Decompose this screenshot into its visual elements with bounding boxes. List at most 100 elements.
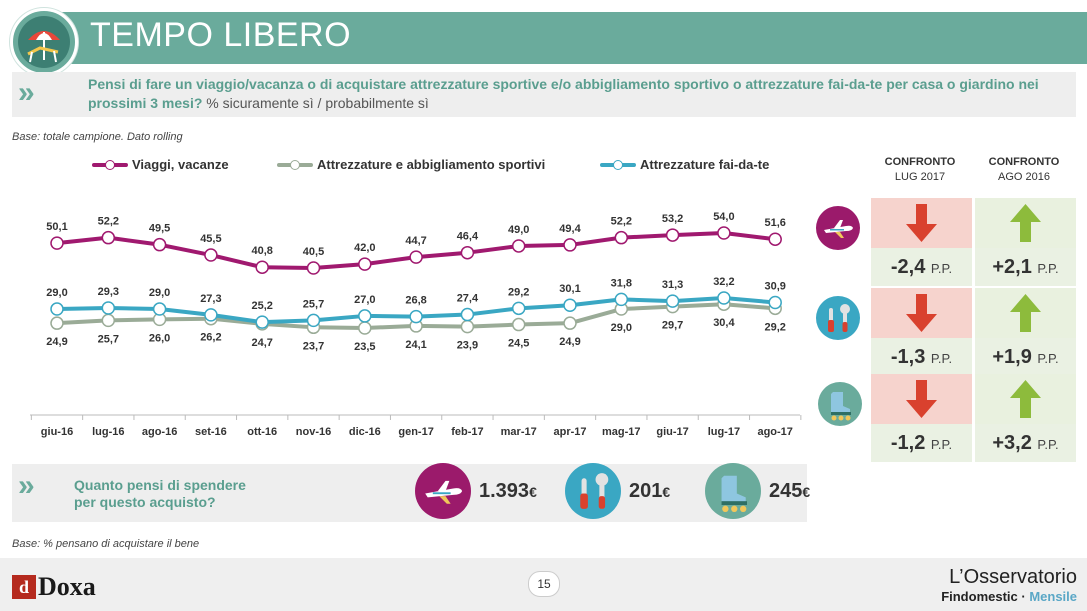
data-point-1	[101, 313, 116, 328]
legend-sport-label: Attrezzature e abbigliamento sportivi	[317, 157, 546, 172]
delta-vs-lug-value: -1,3	[890, 346, 926, 368]
data-point-2	[409, 309, 423, 324]
arrow-up-icon	[1010, 380, 1041, 418]
data-point-0	[665, 228, 680, 242]
legend-faidate: Attrezzature fai-da-te	[600, 157, 769, 172]
data-point-0	[101, 230, 116, 245]
doxa-mark-icon: d	[12, 575, 36, 599]
data-point-0	[768, 232, 782, 246]
spend-value: 201€	[629, 480, 670, 503]
airplane-icon	[816, 206, 860, 250]
data-point-2	[511, 301, 526, 316]
data-point-0	[358, 257, 372, 271]
data-label-1: 30,4	[713, 317, 735, 329]
currency-symbol: €	[802, 484, 811, 500]
question-text: Pensi di fare un viaggio/vacanza o di ac…	[88, 75, 1048, 113]
data-label-2: 25,2	[251, 300, 272, 312]
data-label-2: 31,8	[611, 277, 632, 289]
data-label-0: 51,6	[764, 217, 785, 229]
data-label-0: 52,2	[98, 216, 119, 228]
x-tick-label: lug-16	[92, 426, 124, 438]
data-point-2	[204, 308, 218, 322]
spend-amount: 245	[769, 480, 803, 502]
data-label-2: 27,4	[457, 293, 479, 305]
arrow-down-icon	[906, 380, 937, 418]
base-note-bottom: Base: % pensano di acquistare il bene	[12, 538, 200, 550]
trend-down-cell	[871, 288, 972, 338]
data-label-1: 23,5	[354, 341, 375, 353]
data-label-1: 23,7	[303, 340, 324, 352]
pp-unit: P.P.	[1037, 437, 1059, 452]
doxa-logo: d Doxa	[12, 572, 96, 602]
data-label-0: 42,0	[354, 242, 375, 254]
data-label-2: 30,9	[764, 280, 785, 292]
data-point-0	[614, 230, 629, 245]
data-label-0: 40,5	[303, 246, 324, 258]
spend-question-l1: Quanto pensi di spendere	[74, 477, 246, 493]
spend-amount: 1.393	[479, 480, 530, 502]
data-point-0	[152, 237, 167, 252]
data-point-1	[50, 316, 64, 330]
title-bar	[60, 12, 1087, 64]
trend-down-cell	[871, 198, 972, 248]
data-label-1: 29,7	[662, 320, 683, 332]
arrow-up-icon	[1010, 294, 1041, 332]
tools-icon	[565, 463, 621, 519]
compare-head-lug: CONFRONTO LUG 2017	[872, 155, 968, 185]
delta-vs-lug-value: -2,4	[890, 256, 926, 278]
data-label-2: 29,0	[46, 287, 67, 299]
data-point-2	[358, 309, 372, 323]
delta-vs-ago: +1,9 P.P.	[975, 338, 1076, 376]
pp-unit: P.P.	[930, 261, 953, 276]
data-point-0	[255, 260, 269, 274]
osservatorio-line2a: Findomestic ·	[941, 589, 1030, 604]
data-point-2	[614, 292, 629, 307]
data-label-2: 29,0	[149, 287, 170, 299]
data-label-1: 24,9	[559, 336, 580, 348]
data-point-0	[50, 236, 64, 250]
x-tick-label: mar-17	[501, 426, 537, 438]
data-label-0: 44,7	[405, 235, 426, 247]
data-label-2: 29,2	[508, 286, 529, 298]
delta-vs-ago: +2,1 P.P.	[975, 248, 1076, 286]
legend-viaggi: Viaggi, vacanze	[92, 157, 229, 172]
x-tick-label: giu-16	[41, 426, 73, 438]
data-point-2	[306, 313, 321, 328]
data-label-1: 23,9	[457, 340, 478, 352]
x-tick-label: set-16	[195, 426, 227, 438]
base-note-top: Base: totale campione. Dato rolling	[12, 131, 183, 143]
line-chart: giu-16 lug-16 ago-16 set-16 ott-16 nov-16 dic-…	[30, 211, 802, 438]
data-label-1: 29,2	[764, 321, 785, 333]
question-bold: Pensi di fare un viaggio/vacanza o di ac…	[88, 76, 1039, 111]
data-point-1	[460, 319, 475, 334]
data-point-2	[50, 302, 64, 316]
osservatorio-line1: L’Osservatorio	[949, 566, 1077, 588]
data-point-2	[768, 295, 782, 310]
currency-symbol: €	[529, 484, 537, 500]
x-tick-label: apr-17	[553, 426, 586, 438]
skates-icon	[818, 382, 862, 426]
x-tick-label: feb-17	[451, 426, 483, 438]
data-label-0: 46,4	[457, 231, 479, 243]
skates-icon	[705, 463, 761, 519]
data-label-1: 24,9	[46, 336, 67, 348]
data-point-1	[563, 316, 577, 330]
data-label-0: 40,8	[251, 245, 272, 257]
data-point-0	[563, 238, 577, 252]
x-tick-label: dic-16	[349, 426, 381, 438]
compare-head-ago-l2: AGO 2016	[998, 171, 1050, 183]
data-label-2: 26,8	[405, 295, 426, 307]
data-point-2	[101, 301, 116, 315]
airplane-icon	[415, 463, 471, 519]
data-point-0	[306, 261, 321, 275]
data-label-2: 27,3	[200, 293, 221, 305]
x-tick-label: nov-16	[296, 426, 331, 438]
spend-value: 245€	[769, 480, 810, 503]
delta-vs-lug: -1,2 P.P.	[871, 424, 972, 462]
data-label-2: 32,2	[713, 276, 734, 288]
data-point-0	[204, 248, 218, 262]
osservatorio-line2b: Mensile	[1029, 589, 1077, 604]
data-label-2: 25,7	[303, 298, 324, 310]
legend-viaggi-label: Viaggi, vacanze	[132, 157, 229, 172]
x-tick-label: ago-16	[142, 426, 177, 438]
